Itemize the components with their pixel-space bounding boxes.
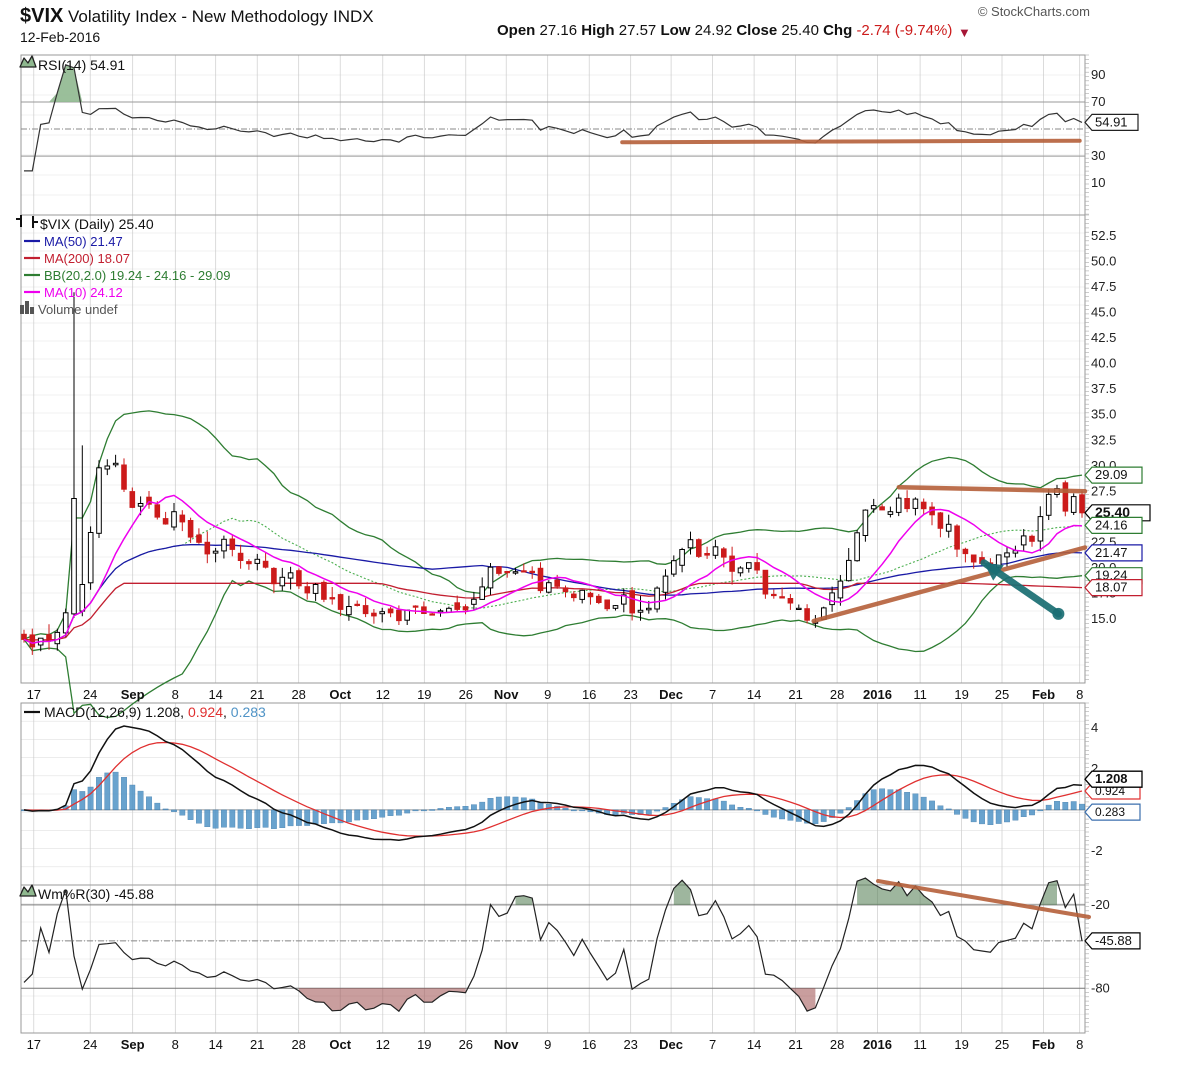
svg-text:28: 28 xyxy=(291,1037,305,1052)
svg-text:42.5: 42.5 xyxy=(1091,330,1116,345)
svg-text:32.5: 32.5 xyxy=(1091,432,1116,447)
svg-text:9: 9 xyxy=(544,1037,551,1052)
svg-text:23: 23 xyxy=(623,687,637,702)
svg-text:MA(200) 18.07: MA(200) 18.07 xyxy=(44,251,130,266)
svg-text:24.16: 24.16 xyxy=(1095,517,1128,532)
svg-text:Dec: Dec xyxy=(659,687,683,702)
svg-text:11: 11 xyxy=(913,687,927,702)
svg-text:12: 12 xyxy=(376,1037,390,1052)
svg-text:1.208: 1.208 xyxy=(1095,771,1128,786)
svg-text:25: 25 xyxy=(995,687,1009,702)
svg-text:40.0: 40.0 xyxy=(1091,356,1116,371)
svg-text:17: 17 xyxy=(27,687,41,702)
svg-text:11: 11 xyxy=(913,1037,927,1052)
svg-text:0.283: 0.283 xyxy=(1095,805,1125,819)
svg-text:28: 28 xyxy=(830,1037,844,1052)
svg-text:19: 19 xyxy=(417,1037,431,1052)
svg-text:INDX: INDX xyxy=(333,7,374,26)
svg-text:8: 8 xyxy=(172,687,179,702)
svg-text:14: 14 xyxy=(747,1037,761,1052)
svg-text:35.0: 35.0 xyxy=(1091,407,1116,422)
svg-text:12-Feb-2016: 12-Feb-2016 xyxy=(20,29,100,45)
svg-text:28: 28 xyxy=(830,687,844,702)
svg-text:-80: -80 xyxy=(1091,980,1110,995)
svg-text:▼: ▼ xyxy=(958,25,971,40)
svg-text:26: 26 xyxy=(459,1037,473,1052)
svg-text:17: 17 xyxy=(27,1037,41,1052)
svg-text:Feb: Feb xyxy=(1032,1037,1055,1052)
svg-text:Open 27.16 High 27.57 Low 24: Open 27.16 High 27.57 Low 24.92 Close 25… xyxy=(497,22,952,39)
svg-text:18.07: 18.07 xyxy=(1095,580,1128,595)
svg-text:MA(50) 21.47: MA(50) 21.47 xyxy=(44,234,123,249)
svg-text:-45.88: -45.88 xyxy=(1095,933,1132,948)
svg-text:30: 30 xyxy=(1091,148,1105,163)
svg-text:7: 7 xyxy=(709,687,716,702)
svg-text:MACD(12,26,9) 1.208, 0.924, 0.: MACD(12,26,9) 1.208, 0.924, 0.283 xyxy=(44,704,266,720)
svg-text:19: 19 xyxy=(954,1037,968,1052)
svg-text:© StockCharts.com: © StockCharts.com xyxy=(978,4,1090,19)
svg-text:RSI(14) 54.91: RSI(14) 54.91 xyxy=(38,57,125,73)
svg-text:21: 21 xyxy=(788,687,802,702)
svg-text:Wm%R(30) -45.88: Wm%R(30) -45.88 xyxy=(38,886,154,902)
svg-text:24: 24 xyxy=(83,687,97,702)
svg-text:37.5: 37.5 xyxy=(1091,381,1116,396)
svg-text:45.0: 45.0 xyxy=(1091,305,1116,320)
svg-text:14: 14 xyxy=(208,1037,222,1052)
svg-text:-20: -20 xyxy=(1091,897,1110,912)
svg-text:21: 21 xyxy=(788,1037,802,1052)
svg-text:23: 23 xyxy=(623,1037,637,1052)
svg-text:19: 19 xyxy=(417,687,431,702)
svg-text:47.5: 47.5 xyxy=(1091,279,1116,294)
svg-text:4: 4 xyxy=(1091,720,1098,735)
svg-text:7: 7 xyxy=(709,1037,716,1052)
svg-text:8: 8 xyxy=(1076,687,1083,702)
svg-text:2016: 2016 xyxy=(863,687,892,702)
svg-text:52.5: 52.5 xyxy=(1091,228,1116,243)
svg-text:Sep: Sep xyxy=(121,1037,145,1052)
svg-text:$VIX (Daily) 25.40: $VIX (Daily) 25.40 xyxy=(40,216,154,232)
svg-text:Volume undef: Volume undef xyxy=(38,302,118,317)
svg-text:25: 25 xyxy=(995,1037,1009,1052)
svg-text:21.47: 21.47 xyxy=(1095,545,1128,560)
svg-text:16: 16 xyxy=(582,1037,596,1052)
svg-text:27.5: 27.5 xyxy=(1091,483,1116,498)
svg-text:2016: 2016 xyxy=(863,1037,892,1052)
svg-text:19: 19 xyxy=(954,687,968,702)
svg-text:70: 70 xyxy=(1091,94,1105,109)
svg-text:21: 21 xyxy=(250,1037,264,1052)
svg-text:21: 21 xyxy=(250,687,264,702)
svg-text:15.0: 15.0 xyxy=(1091,611,1116,626)
svg-text:Feb: Feb xyxy=(1032,687,1055,702)
svg-text:16: 16 xyxy=(582,687,596,702)
svg-text:-2: -2 xyxy=(1091,843,1103,858)
svg-text:Volatility Index - New Methodo: Volatility Index - New Methodology xyxy=(68,7,328,26)
svg-text:90: 90 xyxy=(1091,67,1105,82)
svg-text:54.91: 54.91 xyxy=(1095,114,1128,129)
svg-text:14: 14 xyxy=(208,687,222,702)
svg-text:14: 14 xyxy=(747,687,761,702)
svg-text:Sep: Sep xyxy=(121,687,145,702)
svg-text:9: 9 xyxy=(544,687,551,702)
svg-text:26: 26 xyxy=(459,687,473,702)
svg-text:Dec: Dec xyxy=(659,1037,683,1052)
svg-text:Oct: Oct xyxy=(329,1037,351,1052)
svg-text:Nov: Nov xyxy=(494,687,519,702)
svg-text:29.09: 29.09 xyxy=(1095,467,1128,482)
svg-text:28: 28 xyxy=(291,687,305,702)
svg-text:Nov: Nov xyxy=(494,1037,519,1052)
svg-text:BB(20,2.0) 19.24 - 24.16 - 29.: BB(20,2.0) 19.24 - 24.16 - 29.09 xyxy=(44,268,230,283)
svg-text:MA(10) 24.12: MA(10) 24.12 xyxy=(44,285,123,300)
svg-text:24: 24 xyxy=(83,1037,97,1052)
svg-text:Oct: Oct xyxy=(329,687,351,702)
svg-text:$VIX: $VIX xyxy=(20,5,64,27)
svg-text:50.0: 50.0 xyxy=(1091,254,1116,269)
svg-text:8: 8 xyxy=(1076,1037,1083,1052)
svg-text:10: 10 xyxy=(1091,175,1105,190)
svg-text:12: 12 xyxy=(376,687,390,702)
svg-text:8: 8 xyxy=(172,1037,179,1052)
